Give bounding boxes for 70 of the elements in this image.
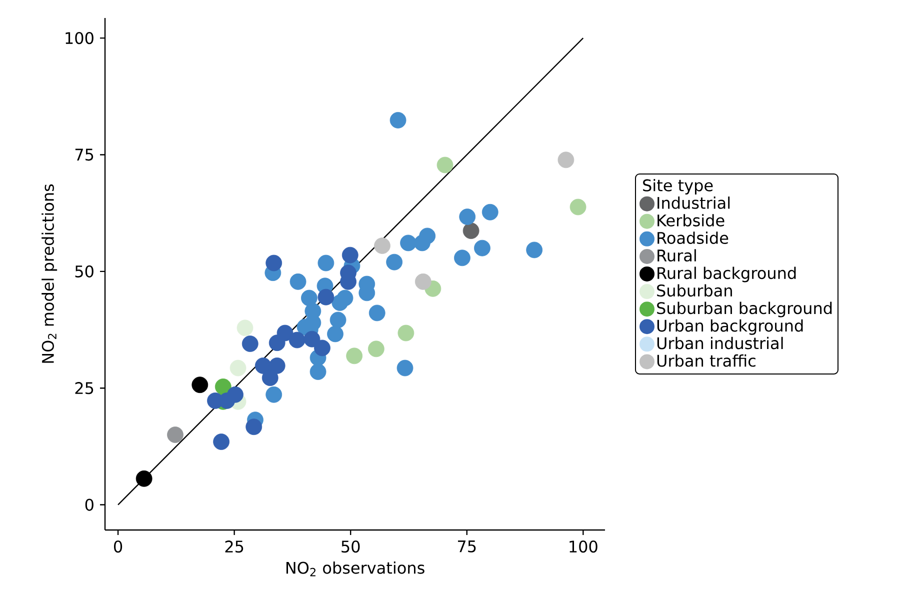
legend-label: Roadside [658, 232, 728, 244]
point [262, 370, 278, 386]
point [268, 357, 286, 374]
x-tick-label: 50 [342, 540, 360, 553]
point [330, 312, 346, 328]
point [390, 112, 406, 128]
y-tick-label: 75 [75, 148, 94, 161]
legend-label: Urban traffic [657, 354, 756, 367]
point [314, 340, 330, 356]
point [213, 434, 230, 450]
point [318, 254, 334, 272]
y-tick-label: 25 [75, 382, 94, 394]
point [288, 332, 306, 348]
legend-label: Urban industrial [657, 336, 783, 350]
point [414, 234, 430, 252]
point [374, 238, 390, 254]
point [462, 222, 480, 240]
legend-label: Suburban [657, 284, 732, 297]
legend-label: Industrial [658, 196, 730, 209]
point [482, 204, 498, 220]
point [236, 320, 254, 336]
x-tick-label: 75 [458, 540, 476, 552]
legend-title: Site type [643, 179, 713, 194]
point [167, 426, 184, 443]
point [342, 246, 358, 264]
y-tick-label: 0 [85, 498, 94, 511]
legend-label: Urban background [657, 319, 803, 335]
point [414, 273, 432, 290]
legend-label: Rural background [658, 266, 796, 282]
point [346, 348, 363, 364]
x-axis-title: NO$_{2}$ observations [286, 561, 424, 576]
x-tick-label: 25 [225, 540, 244, 553]
point [227, 386, 244, 403]
point [242, 336, 258, 352]
point [474, 240, 490, 256]
point [368, 340, 384, 358]
point [136, 470, 152, 487]
point [436, 156, 454, 174]
point [192, 376, 208, 394]
point [266, 386, 282, 403]
legend-label: Suburban background [657, 302, 832, 318]
point [400, 234, 416, 252]
point [266, 254, 282, 272]
point [558, 152, 574, 168]
point [276, 324, 294, 342]
point [396, 360, 414, 376]
x-tick-label: 0 [114, 540, 122, 553]
point [332, 294, 348, 311]
point [246, 418, 262, 436]
point [570, 198, 586, 216]
point [386, 254, 403, 270]
point [214, 378, 232, 395]
point [327, 326, 344, 342]
point [310, 364, 326, 380]
y-tick-label: 50 [75, 265, 94, 278]
point [459, 208, 476, 226]
x-tick-label: 100 [570, 540, 598, 553]
y-axis-title: NO$_{2}$ model predictions [42, 184, 58, 363]
point [290, 273, 306, 290]
point [368, 304, 386, 322]
point [526, 242, 543, 258]
point [398, 324, 414, 342]
point [304, 330, 320, 348]
point [454, 250, 470, 266]
point [318, 288, 334, 306]
legend-label: Rural [658, 249, 696, 262]
point [300, 290, 318, 306]
y-tick-label: 100 [66, 32, 94, 44]
point [230, 360, 246, 376]
legend-label: Kerbside [658, 214, 724, 226]
